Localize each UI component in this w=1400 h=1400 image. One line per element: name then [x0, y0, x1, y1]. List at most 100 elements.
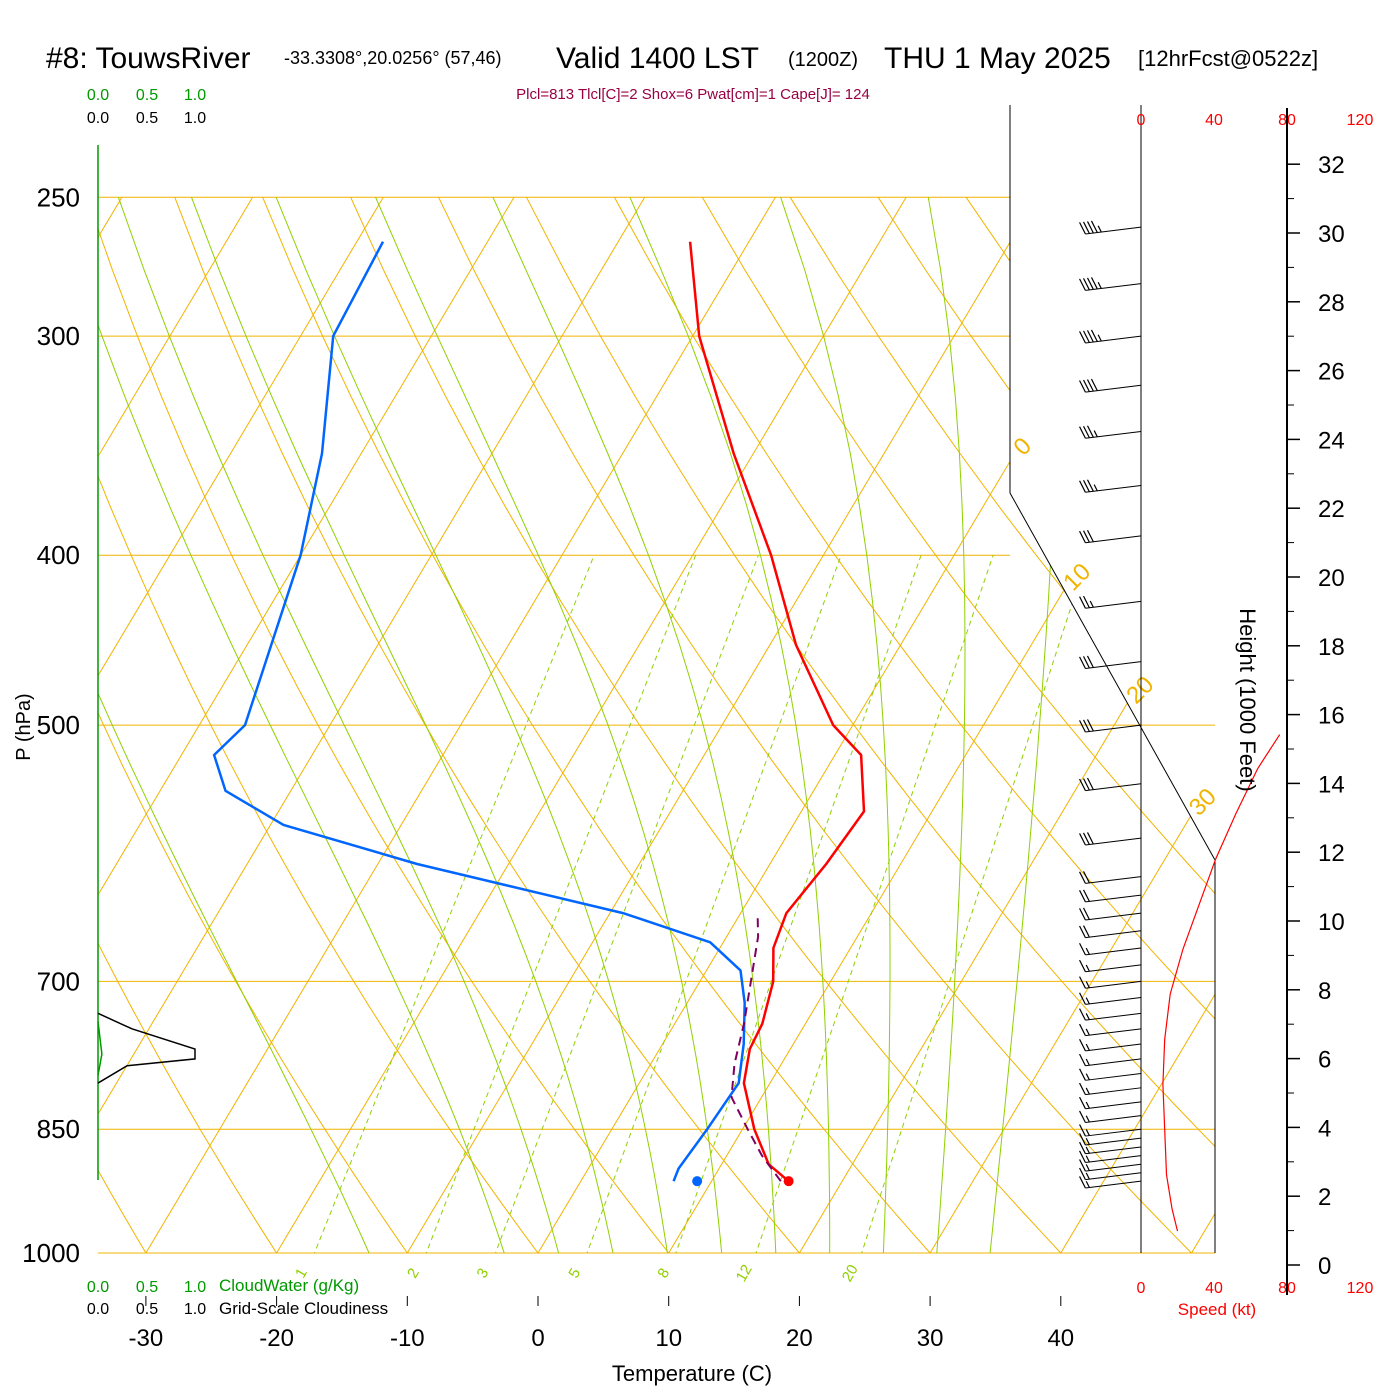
wind-barb-feather: [1079, 331, 1086, 344]
wind-barb-shaft: [1085, 283, 1142, 291]
moist-adiabat-line: [629, 197, 831, 1253]
utc-time: (1200Z): [788, 49, 858, 71]
cloudwater-tick-bottom: 0.0: [87, 1279, 109, 1296]
mixing-ratio-line: [742, 555, 994, 1253]
wind-barb-feather: [1079, 871, 1086, 884]
wind-barb-feather: [1083, 889, 1090, 902]
wind-barb-feather: [1085, 1115, 1090, 1123]
mixing-ratio-labels: 1 2 3 5 8 12 20: [292, 1262, 862, 1285]
dry-adiabat-line: [526, 197, 1215, 1253]
temperature-axis: -30 -20 -10 0 10 20 30 40: [129, 1296, 1074, 1352]
wind-barb-feather: [1083, 278, 1090, 291]
station-title: #8: TouwsRiver: [46, 42, 251, 75]
wind-barb-feather: [1079, 1124, 1086, 1137]
wind-barb-feather: [1079, 778, 1086, 791]
wind-barb-feather: [1086, 330, 1094, 343]
speed-tick-top: 0: [1137, 112, 1146, 129]
cloud-axis-ticks: 0.0 0.0 0.0 0.0 0.5 0.5 0.5 0.5 1.0 1.0 1.0 1.0: [87, 87, 206, 1318]
height-tick-label: 10: [1318, 909, 1345, 936]
wind-barb-feather: [1079, 925, 1086, 938]
surface-temperature-marker: [783, 1176, 794, 1187]
wind-barb-feather: [1085, 1101, 1090, 1109]
forecast-date: THU 1 May 2025: [884, 42, 1111, 75]
wind-barb-shaft: [1085, 1180, 1142, 1189]
wind-barb-feather: [1079, 1159, 1086, 1172]
height-tick-label: 0: [1318, 1253, 1331, 1280]
wind-barb-shaft: [1085, 1101, 1142, 1110]
dry-adiabat-line: [174, 197, 832, 1253]
temperature-tick-label: 40: [1047, 1325, 1074, 1352]
wind-barb-feather: [1083, 379, 1090, 392]
wind-barb-feather: [1079, 278, 1086, 291]
wind-barb-feather: [1079, 1082, 1086, 1095]
wind-barb-feather: [1090, 277, 1098, 290]
wind-barb-feather: [1083, 221, 1090, 234]
isotherm-line: [1038, 197, 1215, 1253]
pressure-axis-label: P (hPa): [13, 693, 35, 760]
pressure-tick-label: 1000: [22, 1238, 80, 1268]
dry-adiabat-line: [438, 197, 1215, 1253]
wind-barb-feather: [1083, 425, 1090, 439]
valid-time: Valid 1400 LST: [556, 42, 759, 75]
wind-barb-feather: [1085, 1028, 1090, 1036]
isotherm-lines: [98, 197, 1215, 1253]
dewpoint-line: [212, 241, 746, 1182]
wind-barb-feather: [1079, 656, 1086, 669]
wind-barb-feather: [1079, 976, 1086, 989]
wind-barb-feather: [1086, 221, 1094, 234]
wind-barb-shaft: [1085, 1137, 1142, 1146]
pressure-tick-label: 850: [37, 1114, 80, 1144]
mixing-ratio-line: [573, 555, 842, 1253]
cloudwater-line: [97, 1021, 103, 1076]
wind-barb-feather: [1079, 1096, 1086, 1109]
height-tick-label: 28: [1318, 290, 1345, 317]
mixing-ratio-label: 5: [565, 1265, 584, 1281]
height-tick-label: 6: [1318, 1047, 1331, 1074]
wind-barb-feather: [1083, 907, 1090, 920]
wind-barb-feather: [1086, 719, 1094, 732]
dry-adiabat-line: [701, 197, 1215, 1253]
temperature-tick-label: 20: [786, 1325, 813, 1352]
wind-barb-feather: [1083, 871, 1090, 884]
pressure-tick-label: 250: [37, 182, 80, 212]
wind-barb-shaft: [1085, 1072, 1142, 1081]
wind-barb-shaft: [1085, 484, 1142, 493]
cloudwater-label: CloudWater (g/Kg): [219, 1276, 359, 1295]
temperature-line: [688, 241, 866, 1183]
dry-adiabat-line: [98, 197, 567, 1253]
wind-barb-feather: [1085, 1155, 1090, 1163]
isotherm-line: [98, 197, 646, 1253]
wind-barb-shaft: [1085, 661, 1142, 669]
height-tick-label: 22: [1318, 496, 1345, 523]
isotherm-line: [1168, 197, 1215, 1253]
cloudiness-label: Grid-Scale Cloudiness: [219, 1299, 388, 1318]
wind-barb-feather: [1079, 426, 1086, 439]
wind-barb-shaft: [1085, 535, 1142, 544]
wind-barb-feather: [1079, 1141, 1086, 1155]
wind-barb-shaft: [1085, 1155, 1142, 1163]
wind-barb-feather: [1086, 655, 1094, 668]
wind-barb-feather: [1086, 479, 1094, 492]
wind-barb-feather: [1079, 959, 1086, 972]
wind-barb-feather: [1086, 277, 1094, 290]
wind-barb-shaft: [1085, 964, 1142, 973]
height-tick-label: 20: [1318, 565, 1345, 592]
height-tick-label: 12: [1318, 840, 1345, 867]
dry-adiabat-line: [98, 197, 434, 1253]
plot-frame: [1009, 105, 1216, 1253]
wind-barb-feather: [1079, 1053, 1086, 1066]
moist-adiabat-line: [98, 197, 386, 1253]
moist-adiabat-line: [275, 197, 674, 1253]
wind-barb-feather: [1079, 1167, 1086, 1180]
height-tick-label: 24: [1318, 427, 1345, 454]
wind-barb-feather: [1083, 832, 1090, 845]
dry-adiabat-line: [613, 197, 1215, 1253]
wind-barb-feather: [1079, 943, 1086, 956]
wind-barb-feather: [1079, 380, 1086, 393]
wind-barb-shaft: [1085, 1115, 1142, 1123]
temperature-tick-label: 30: [917, 1325, 944, 1352]
wind-barb-feather: [1089, 600, 1094, 608]
height-tick-label: 32: [1318, 152, 1345, 179]
moist-adiabat-line: [191, 197, 621, 1253]
